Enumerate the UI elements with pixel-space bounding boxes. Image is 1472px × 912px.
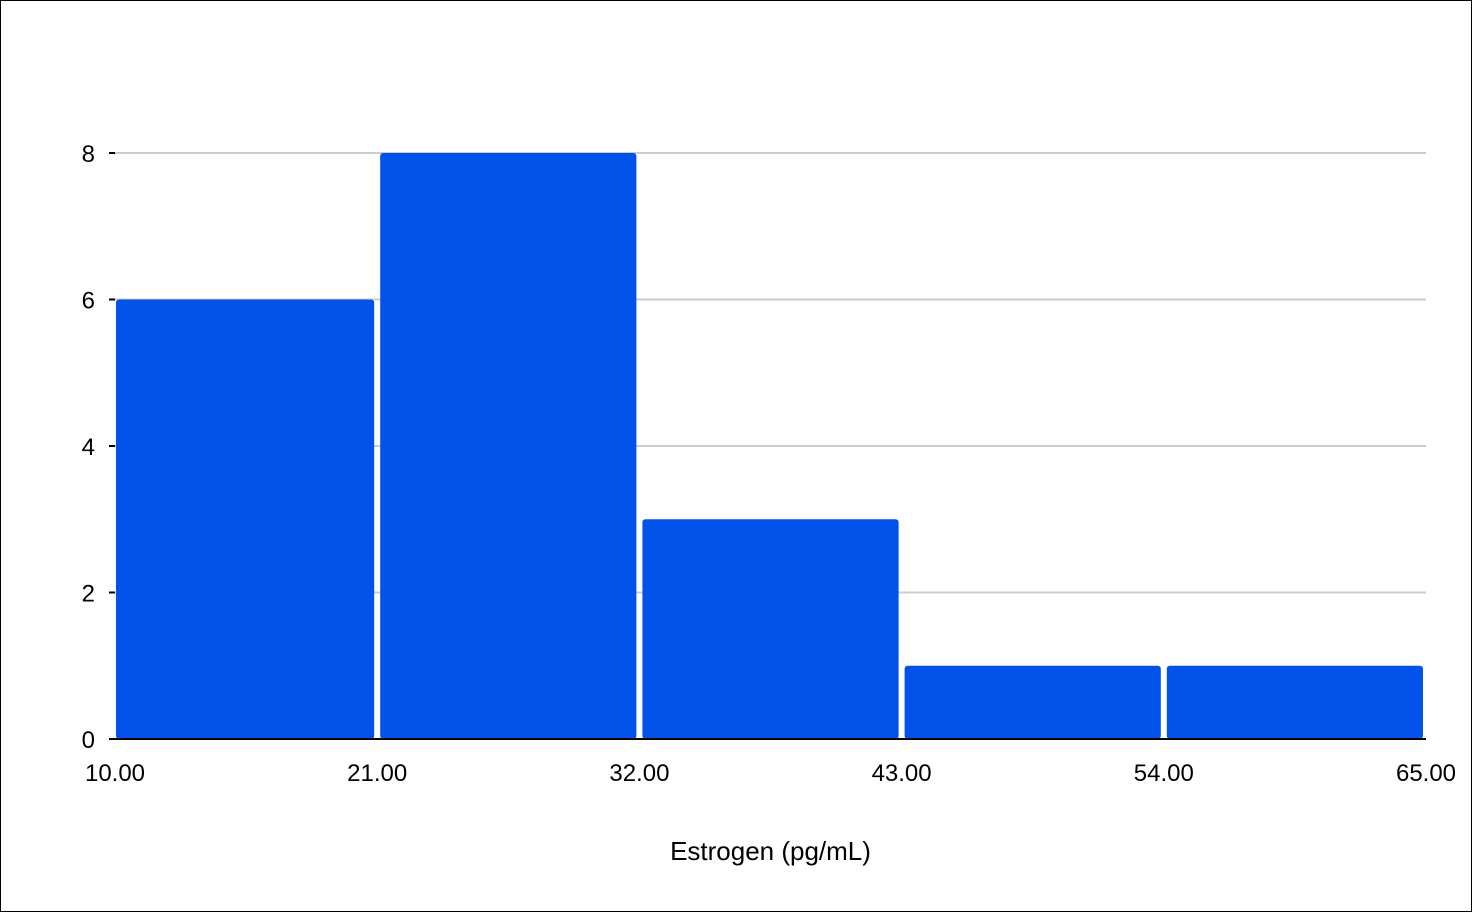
x-tick-label-0: 10.00 xyxy=(85,760,145,787)
x-axis-title: Estrogen (pg/mL) xyxy=(670,836,871,866)
y-tick-label-4: 4 xyxy=(82,434,95,461)
y-tick-label-2: 2 xyxy=(82,581,95,608)
bar-bin-3 xyxy=(642,519,899,739)
x-tick-label-1: 21.00 xyxy=(347,760,407,787)
x-tick-label-4: 54.00 xyxy=(1134,760,1194,787)
x-tick-label-3: 43.00 xyxy=(872,760,932,787)
y-tick-label-6: 6 xyxy=(82,288,95,315)
axes xyxy=(109,152,1426,740)
y-tick-labels: 0 2 4 6 8 xyxy=(82,141,95,754)
x-tick-labels: 10.00 21.00 32.00 43.00 54.00 65.00 xyxy=(85,760,1456,787)
bars xyxy=(116,153,1423,739)
bar-bin-2 xyxy=(380,153,637,739)
bar-bin-4 xyxy=(904,665,1161,739)
x-tick-label-2: 32.00 xyxy=(609,760,669,787)
y-tick-label-0: 0 xyxy=(82,727,95,754)
bar-bin-5 xyxy=(1166,665,1423,739)
x-tick-label-5: 65.00 xyxy=(1396,760,1456,787)
y-tick-label-8: 8 xyxy=(82,141,95,168)
bar-bin-1 xyxy=(116,299,375,739)
